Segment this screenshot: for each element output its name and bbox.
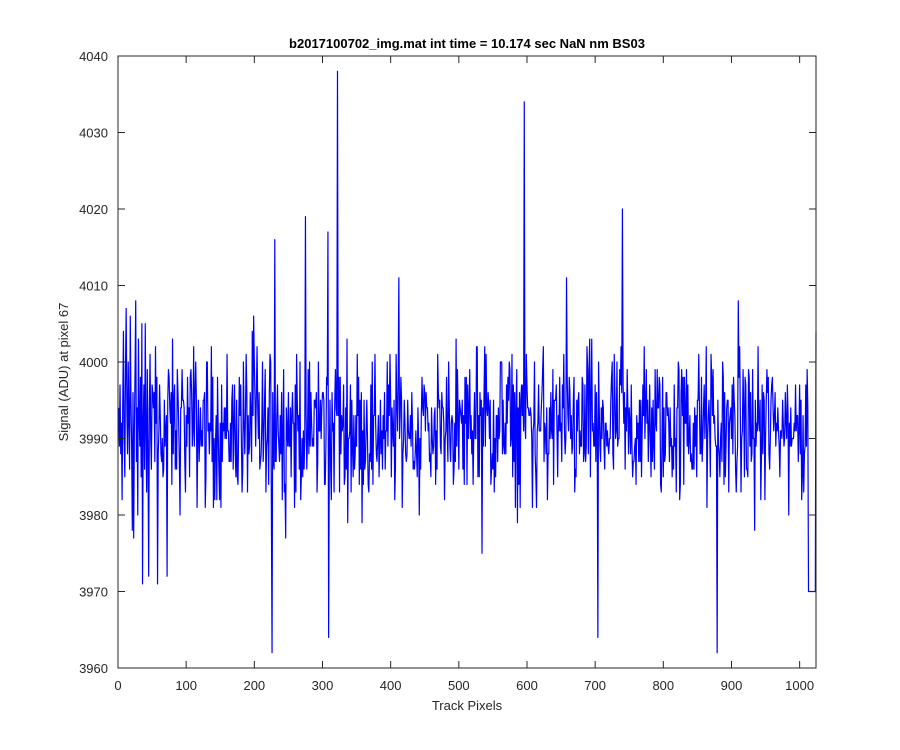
x-tick-label: 400 (380, 678, 402, 693)
x-tick-label: 200 (243, 678, 265, 693)
x-tick-label: 600 (516, 678, 538, 693)
y-axis-label: Signal (ADU) at pixel 67 (56, 303, 71, 442)
y-tick-label: 4030 (79, 126, 108, 141)
y-tick-label: 4010 (79, 279, 108, 294)
x-tick-label: 900 (721, 678, 743, 693)
y-tick-label: 4000 (79, 355, 108, 370)
y-tick-label: 3990 (79, 432, 108, 447)
y-axis: 3960 3970 3980 3990 4000 4010 4020 4030 4040 (79, 49, 816, 676)
y-tick-label: 3960 (79, 661, 108, 676)
series-line (118, 70, 817, 654)
x-axis-label: Track Pixels (432, 698, 503, 713)
x-tick-label: 800 (652, 678, 674, 693)
x-axis: 0 100 200 300 400 500 600 700 800 900 1000 (114, 56, 814, 693)
x-tick-label: 700 (584, 678, 606, 693)
y-tick-label: 3970 (79, 585, 108, 600)
plot-area (117, 55, 817, 669)
y-tick-label: 4040 (79, 49, 108, 64)
plot-background (118, 56, 816, 668)
y-tick-label: 3980 (79, 508, 108, 523)
x-tick-label: 300 (312, 678, 334, 693)
x-tick-label: 500 (448, 678, 470, 693)
x-tick-label: 0 (114, 678, 121, 693)
x-tick-label: 100 (175, 678, 197, 693)
chart-title: b2017100702_img.mat int time = 10.174 se… (289, 36, 645, 51)
y-tick-label: 4020 (79, 202, 108, 217)
x-tick-label: 1000 (785, 678, 814, 693)
